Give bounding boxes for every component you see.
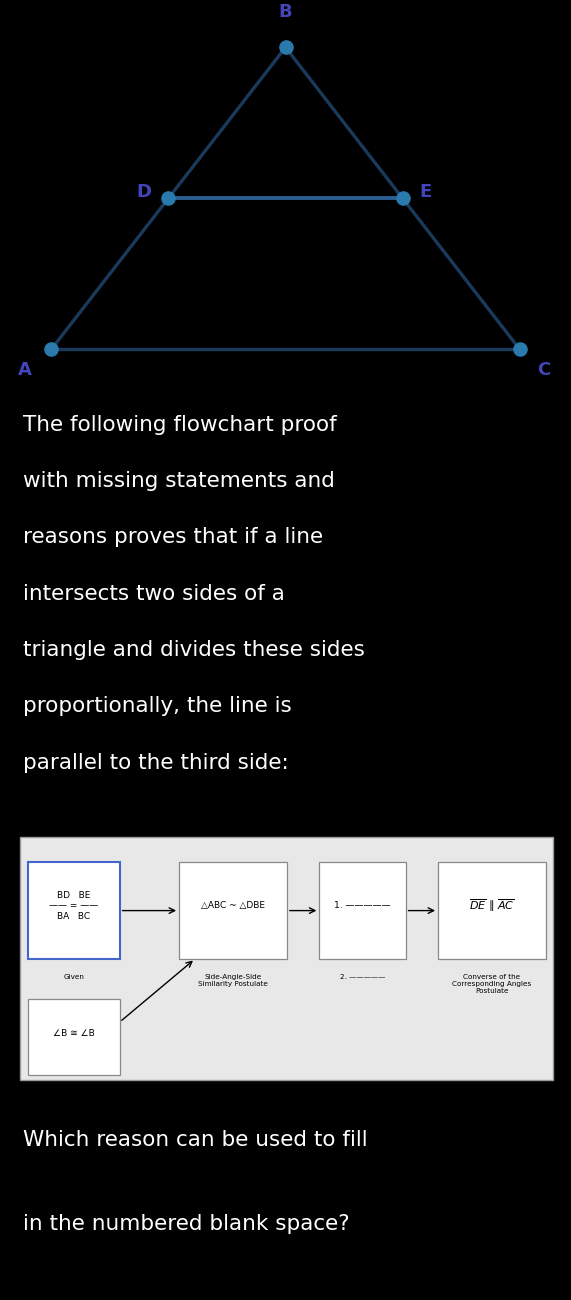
FancyBboxPatch shape	[28, 1000, 120, 1075]
Point	[47, 339, 56, 360]
Text: BD   BE
—— = ——
BA   BC: BD BE —— = —— BA BC	[49, 891, 98, 920]
Text: The following flowchart proof: The following flowchart proof	[23, 415, 336, 434]
Text: D: D	[136, 183, 151, 202]
Text: Converse of the
Corresponding Angles
Postulate: Converse of the Corresponding Angles Pos…	[452, 974, 532, 995]
Text: with missing statements and: with missing statements and	[23, 471, 335, 491]
FancyBboxPatch shape	[319, 862, 405, 959]
Text: Which reason can be used to fill: Which reason can be used to fill	[23, 1131, 368, 1150]
Text: C: C	[537, 361, 550, 380]
FancyBboxPatch shape	[20, 837, 553, 1080]
Point	[281, 36, 290, 57]
Text: △ABC ~ △DBE: △ABC ~ △DBE	[201, 901, 265, 910]
Text: in the numbered blank space?: in the numbered blank space?	[23, 1214, 349, 1235]
Text: proportionally, the line is: proportionally, the line is	[23, 697, 292, 716]
Text: reasons proves that if a line: reasons proves that if a line	[23, 528, 323, 547]
Text: ∠B ≅ ∠B: ∠B ≅ ∠B	[53, 1030, 95, 1037]
Point	[515, 339, 524, 360]
FancyBboxPatch shape	[438, 862, 546, 959]
Text: parallel to the third side:: parallel to the third side:	[23, 753, 288, 772]
Text: intersects two sides of a: intersects two sides of a	[23, 584, 285, 603]
Text: Given: Given	[63, 974, 85, 980]
Text: Reflexive Property of
Equality: Reflexive Property of Equality	[36, 1091, 111, 1104]
Text: E: E	[420, 183, 432, 202]
Text: Side-Angle-Side
Similarity Postulate: Side-Angle-Side Similarity Postulate	[198, 974, 268, 987]
Text: B: B	[279, 3, 292, 21]
Text: $\overline{DE}$ ∥ $\overline{AC}$: $\overline{DE}$ ∥ $\overline{AC}$	[469, 897, 515, 914]
Point	[164, 187, 173, 208]
Text: 2. —————: 2. —————	[340, 974, 385, 980]
FancyBboxPatch shape	[28, 862, 120, 959]
Point	[398, 187, 407, 208]
Text: 1. —————: 1. —————	[334, 901, 391, 910]
Text: A: A	[18, 361, 31, 380]
FancyBboxPatch shape	[179, 862, 287, 959]
Text: triangle and divides these sides: triangle and divides these sides	[23, 640, 365, 660]
